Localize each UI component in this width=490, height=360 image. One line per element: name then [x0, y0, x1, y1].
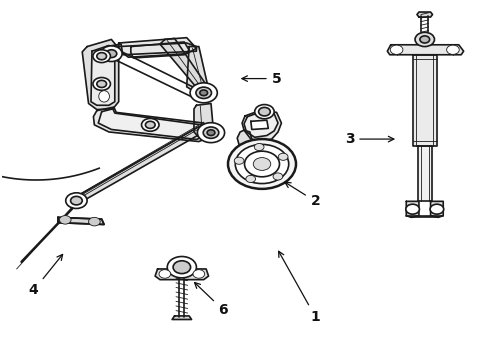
Polygon shape [418, 146, 432, 201]
Circle shape [255, 104, 274, 119]
Polygon shape [431, 201, 443, 217]
Circle shape [235, 144, 289, 184]
Polygon shape [172, 316, 192, 319]
Circle shape [245, 151, 279, 177]
Circle shape [200, 90, 208, 96]
Polygon shape [417, 12, 433, 17]
Text: 1: 1 [279, 251, 320, 324]
Circle shape [89, 217, 100, 226]
Circle shape [59, 216, 71, 224]
Polygon shape [106, 44, 122, 56]
Ellipse shape [99, 91, 109, 102]
Polygon shape [91, 45, 115, 105]
Circle shape [97, 80, 106, 87]
Polygon shape [187, 46, 209, 93]
Circle shape [254, 144, 264, 150]
Circle shape [101, 46, 122, 62]
Circle shape [228, 139, 296, 189]
Polygon shape [82, 40, 119, 109]
Polygon shape [244, 112, 278, 137]
Circle shape [193, 270, 205, 278]
Circle shape [246, 175, 256, 183]
Circle shape [278, 153, 288, 160]
Circle shape [190, 83, 217, 103]
Polygon shape [131, 42, 189, 58]
Circle shape [420, 36, 430, 43]
Polygon shape [160, 39, 209, 90]
Polygon shape [242, 111, 281, 141]
Text: 4: 4 [29, 255, 63, 297]
Circle shape [234, 157, 244, 164]
Circle shape [207, 130, 215, 135]
Circle shape [93, 50, 110, 63]
Circle shape [196, 87, 212, 99]
Circle shape [71, 196, 82, 205]
Text: 5: 5 [242, 72, 281, 86]
Polygon shape [114, 43, 196, 55]
Polygon shape [261, 109, 268, 112]
Circle shape [253, 158, 271, 170]
Circle shape [203, 127, 219, 138]
Polygon shape [251, 120, 269, 130]
Text: 6: 6 [195, 283, 228, 317]
Circle shape [93, 77, 110, 90]
Polygon shape [94, 107, 211, 141]
Circle shape [146, 121, 155, 129]
Polygon shape [73, 127, 204, 205]
Polygon shape [58, 217, 104, 225]
Circle shape [66, 193, 87, 208]
Circle shape [446, 45, 459, 54]
Polygon shape [194, 103, 214, 137]
Text: 2: 2 [285, 182, 320, 208]
Polygon shape [237, 130, 252, 148]
Circle shape [259, 107, 270, 116]
Polygon shape [119, 38, 196, 57]
Circle shape [197, 123, 224, 143]
Circle shape [415, 32, 435, 46]
Circle shape [273, 173, 283, 180]
Polygon shape [406, 201, 419, 217]
Polygon shape [413, 55, 437, 146]
Polygon shape [155, 269, 209, 280]
Circle shape [97, 53, 106, 60]
Circle shape [106, 50, 117, 58]
Circle shape [167, 257, 196, 278]
Circle shape [173, 261, 191, 274]
Circle shape [159, 270, 171, 278]
Circle shape [430, 204, 444, 214]
Circle shape [406, 204, 419, 214]
Circle shape [142, 118, 159, 131]
Polygon shape [98, 109, 206, 139]
Polygon shape [388, 45, 464, 55]
Text: 3: 3 [344, 132, 394, 146]
Circle shape [390, 45, 403, 54]
